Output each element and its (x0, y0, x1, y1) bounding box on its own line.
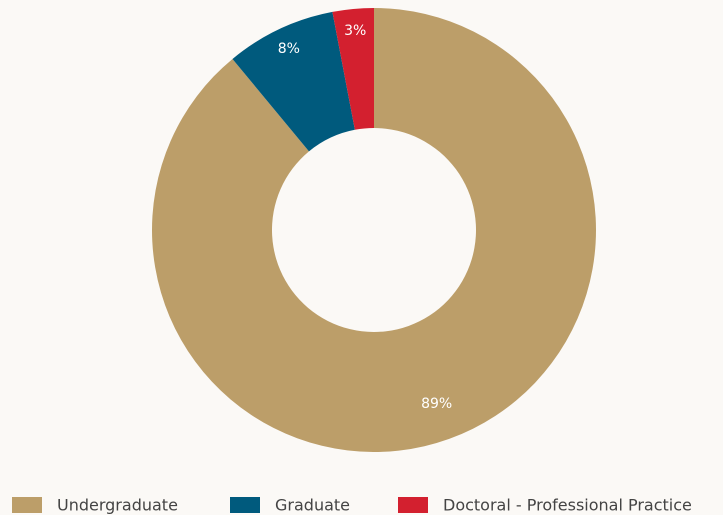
legend-label: Undergraduate (57, 496, 178, 515)
legend-swatch (398, 497, 428, 513)
legend-swatch (12, 497, 42, 513)
legend-label: Doctoral - Professional Practice (443, 496, 692, 515)
donut-slice (232, 11, 355, 152)
donut-slice (152, 8, 597, 452)
value-label: 8% (278, 41, 300, 57)
value-label: 3% (344, 23, 366, 39)
value-label: 89% (421, 396, 452, 412)
legend-swatch (230, 497, 260, 513)
donut-slice (332, 8, 374, 130)
legend-label: Graduate (275, 496, 350, 515)
